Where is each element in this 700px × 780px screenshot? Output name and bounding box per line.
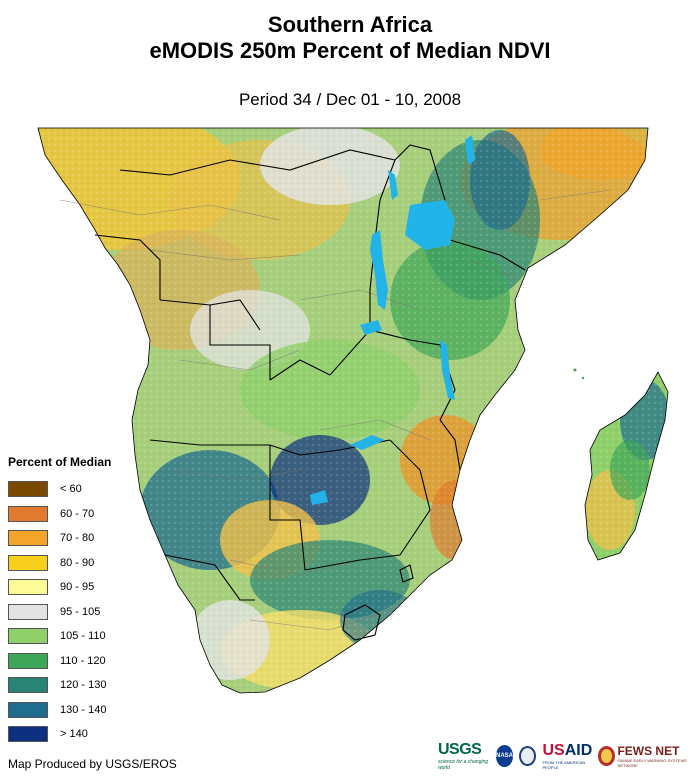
legend-label: 70 - 80 — [60, 532, 95, 545]
usaid-logo-text: USAID — [542, 742, 593, 759]
madagascar-ndvi — [585, 372, 668, 560]
admin-boundaries — [59, 189, 611, 631]
usaid-tagline: FROM THE AMERICAN PEOPLE — [542, 760, 586, 770]
legend-swatch — [8, 701, 48, 718]
legend-swatch — [8, 505, 48, 522]
legend-item: > 140 — [8, 722, 148, 747]
legend-label: 95 - 105 — [60, 605, 101, 618]
legend-item: 70 - 80 — [8, 526, 148, 551]
usgs-tagline: science for a changing world — [438, 759, 489, 771]
legend-swatch — [8, 530, 48, 547]
nasa-logo: NASA — [495, 745, 514, 767]
legend-swatch — [8, 652, 48, 669]
legend-label: 110 - 120 — [60, 654, 106, 667]
legend-item: 110 - 120 — [8, 649, 148, 674]
legend-label: > 140 — [60, 728, 88, 741]
lake-turkana — [465, 135, 475, 165]
legend-label: 80 - 90 — [60, 556, 95, 569]
legend-rows: < 60 60 - 70 70 - 80 80 - 90 90 - 95 95 - 105… — [8, 477, 148, 747]
fews-net-logo-text: FEWS NET — [617, 744, 680, 758]
legend-title: Percent of Median — [8, 455, 112, 469]
map-title-line2: eMODIS 250m Percent of Median NDVI — [149, 38, 551, 63]
usgs-logo-text: USGS — [438, 741, 482, 758]
legend-swatch — [8, 726, 48, 743]
fews-net-emblem-icon — [598, 746, 616, 766]
map-subtitle: Period 34 / Dec 01 - 10, 2008 — [238, 90, 462, 109]
legend-swatch — [8, 554, 48, 571]
lake-tanganyika — [370, 230, 388, 310]
legend-swatch — [8, 481, 48, 498]
legend-item: 105 - 110 — [8, 624, 148, 649]
legend-item: 80 - 90 — [8, 551, 148, 576]
legend-swatch — [8, 628, 48, 645]
lakes — [310, 135, 475, 505]
map-credit: Map Produced by USGS/EROS — [8, 757, 177, 771]
lake-kariba — [350, 435, 385, 450]
legend-swatch — [8, 579, 48, 596]
country-borders — [94, 144, 526, 601]
ndvi-map — [37, 127, 669, 694]
lesotho-border — [342, 604, 381, 641]
legend-label: < 60 — [60, 483, 82, 496]
logos: USGS science for a changing world NASA U… — [438, 738, 690, 774]
legend-swatch — [8, 677, 48, 694]
legend-label: 130 - 140 — [60, 703, 107, 716]
legend-label: 105 - 110 — [60, 630, 106, 643]
lake-victoria — [405, 200, 455, 250]
lake-malawi — [440, 340, 455, 400]
legend-item: 130 - 140 — [8, 698, 148, 723]
lake-albert — [388, 170, 398, 200]
legend-label: 60 - 70 — [60, 507, 95, 520]
map-title-line1: Southern Africa — [267, 12, 433, 37]
okavango-delta — [310, 490, 328, 505]
fews-net-logo: FEWS NET FAMINE EARLY WARNING SYSTEMS NE… — [598, 744, 690, 768]
legend-item: 120 - 130 — [8, 673, 148, 698]
legend-swatch — [8, 603, 48, 620]
legend-label: 120 - 130 — [60, 679, 107, 692]
lake-mweru — [360, 320, 382, 335]
legend-label: 90 - 95 — [60, 581, 95, 594]
legend: Percent of Median < 60 60 - 70 70 - 80 80 -… — [8, 455, 148, 747]
legend-item: < 60 — [8, 477, 148, 502]
comoros-island — [573, 368, 577, 372]
fews-net-tagline: FAMINE EARLY WARNING SYSTEMS NETWORK — [617, 758, 687, 768]
usaid-logo: USAID FROM THE AMERICAN PEOPLE — [542, 742, 592, 770]
legend-item: 95 - 105 — [8, 600, 148, 625]
usaid-seal-icon — [519, 746, 537, 766]
legend-item: 60 - 70 — [8, 502, 148, 527]
legend-item: 90 - 95 — [8, 575, 148, 600]
usgs-logo: USGS science for a changing world — [438, 741, 490, 771]
comoros-island — [581, 376, 585, 380]
swaziland-border — [399, 564, 414, 583]
